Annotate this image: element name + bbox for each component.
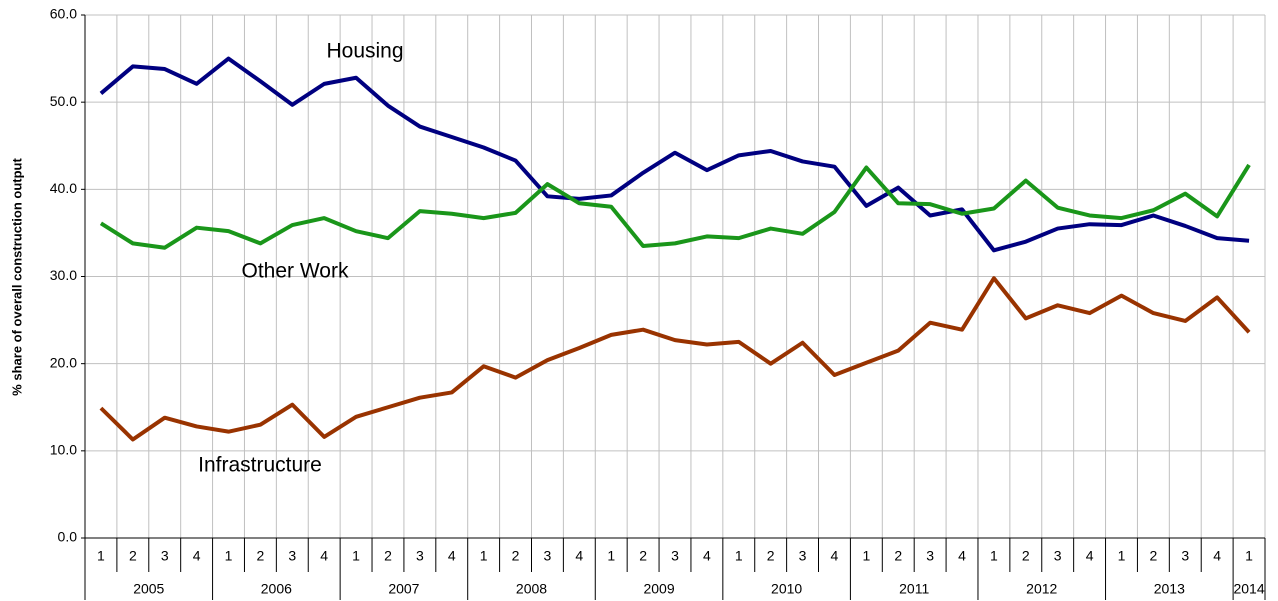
y-tick-label: 0.0 xyxy=(58,529,78,545)
x-tick-label: 2 xyxy=(1149,548,1157,564)
x-tick-label: 3 xyxy=(161,548,169,564)
year-label: 2011 xyxy=(899,581,929,597)
x-tick-label: 3 xyxy=(416,548,424,564)
y-tick-label: 30.0 xyxy=(50,267,77,283)
x-tick-label: 3 xyxy=(288,548,296,564)
year-label: 2012 xyxy=(1026,581,1057,597)
x-tick-label: 3 xyxy=(926,548,934,564)
y-tick-label: 60.0 xyxy=(50,6,77,22)
x-tick-label: 1 xyxy=(480,548,488,564)
x-tick-label: 2 xyxy=(129,548,137,564)
y-tick-label: 10.0 xyxy=(50,442,77,458)
year-label: 2005 xyxy=(133,581,164,597)
series-line xyxy=(99,276,1251,442)
year-label: 2013 xyxy=(1154,581,1185,597)
series-label: Housing xyxy=(326,40,403,63)
x-tick-label: 4 xyxy=(958,548,966,564)
x-tick-label: 3 xyxy=(544,548,552,564)
x-tick-label: 4 xyxy=(575,548,583,564)
y-tick-label: 50.0 xyxy=(50,93,77,109)
x-tick-label: 2 xyxy=(894,548,902,564)
year-label: 2009 xyxy=(643,581,674,597)
y-axis-title: % share of overall construction output xyxy=(9,158,24,396)
series-line xyxy=(99,163,1251,250)
x-tick-label: 2 xyxy=(767,548,775,564)
x-tick-label: 2 xyxy=(257,548,265,564)
x-tick-label: 4 xyxy=(831,548,839,564)
year-label: 2010 xyxy=(771,581,802,597)
series-label: Infrastructure xyxy=(198,454,322,477)
year-label: 2014 xyxy=(1233,581,1264,597)
x-tick-label: 3 xyxy=(799,548,807,564)
x-tick-label: 1 xyxy=(97,548,105,564)
x-tick-label: 1 xyxy=(607,548,615,564)
x-tick-label: 4 xyxy=(703,548,711,564)
x-tick-label: 4 xyxy=(320,548,328,564)
x-tick-label: 3 xyxy=(1054,548,1062,564)
x-tick-label: 1 xyxy=(225,548,233,564)
series-line xyxy=(99,56,1250,253)
x-tick-label: 4 xyxy=(448,548,456,564)
x-tick-label: 2 xyxy=(384,548,392,564)
series-label: Other Work xyxy=(242,260,349,283)
x-tick-label: 4 xyxy=(1086,548,1094,564)
year-label: 2007 xyxy=(388,581,419,597)
x-tick-label: 1 xyxy=(862,548,870,564)
x-tick-label: 1 xyxy=(990,548,998,564)
y-tick-label: 40.0 xyxy=(50,180,77,196)
x-tick-label: 2 xyxy=(1022,548,1030,564)
x-tick-label: 4 xyxy=(1213,548,1221,564)
year-label: 2006 xyxy=(261,581,292,597)
x-tick-label: 1 xyxy=(1245,548,1253,564)
x-tick-label: 3 xyxy=(671,548,679,564)
x-tick-label: 2 xyxy=(512,548,520,564)
x-tick-label: 3 xyxy=(1181,548,1189,564)
x-tick-label: 1 xyxy=(1118,548,1126,564)
x-tick-label: 2 xyxy=(639,548,647,564)
year-label: 2008 xyxy=(516,581,547,597)
x-tick-label: 1 xyxy=(735,548,743,564)
x-tick-label: 1 xyxy=(352,548,360,564)
x-tick-label: 4 xyxy=(193,548,201,564)
y-tick-label: 20.0 xyxy=(50,354,77,370)
